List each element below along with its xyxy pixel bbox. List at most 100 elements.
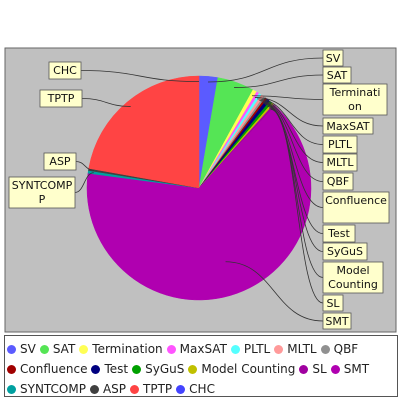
callout-label: CHC — [48, 61, 82, 80]
legend-swatch — [320, 345, 330, 354]
callout-box — [43, 152, 77, 171]
callout-box — [322, 191, 390, 224]
legend-item-sat: SAT — [39, 340, 76, 358]
legend-item-mltl: MLTL — [274, 340, 317, 358]
callout-text: SMT — [325, 315, 348, 328]
legend-label: Termination — [92, 342, 163, 356]
callout-label: SAT — [322, 66, 352, 84]
callout-box — [322, 261, 384, 294]
callout-box — [39, 89, 83, 108]
legend-row: SV SAT Termination MaxSAT PLTL MLTL QBF — [7, 338, 362, 356]
callout-leader-line — [81, 98, 131, 107]
legend-swatch — [166, 345, 176, 354]
legend-swatch — [39, 345, 49, 354]
callout-box — [322, 117, 374, 135]
legend-row: SYNTCOMP ASP TPTP CHC — [7, 378, 219, 396]
callout-text: CHC — [53, 64, 77, 77]
callout-text: PLTL — [328, 138, 353, 151]
callout-leader-lines — [74, 57, 324, 322]
legend-swatch — [188, 365, 198, 374]
callout-label: SMT — [322, 312, 352, 330]
legend-label: Confluence — [20, 362, 88, 376]
callout-text: SL — [326, 297, 340, 310]
callout-leader-line — [234, 74, 324, 88]
callout-box — [322, 224, 356, 243]
callout-label: QBF — [322, 172, 354, 191]
callout-leader-line — [75, 161, 95, 171]
legend-label: SV — [20, 342, 36, 356]
legend-label: QBF — [333, 342, 359, 356]
callout-box — [8, 176, 76, 209]
callout-text: QBF — [327, 175, 350, 188]
callout-text: SAT — [327, 69, 348, 82]
pie-slice-smt — [86, 105, 312, 301]
callout-leader-line — [259, 99, 324, 163]
callout-label: TPTP — [39, 89, 83, 108]
legend-swatch — [7, 345, 16, 354]
callout-label: Confluence — [322, 191, 390, 224]
legend-swatch — [89, 385, 99, 394]
callout-label: Termination — [322, 83, 388, 116]
legend-label: TPTP — [143, 382, 173, 396]
callout-box — [322, 172, 354, 191]
legend-label: SAT — [52, 342, 76, 356]
callout-box — [322, 83, 388, 116]
callout-box — [322, 312, 352, 330]
legend-label: SyGuS — [145, 362, 185, 376]
callout-text: Model — [336, 264, 369, 277]
legend-label: SL — [312, 362, 327, 376]
legend-item-maxsat: MaxSAT — [166, 340, 227, 358]
legend-item-model-counting: Model Counting — [188, 360, 295, 378]
callout-text: Confluence — [325, 194, 387, 207]
legend-label: PLTL — [243, 342, 271, 356]
legend-item-qbf: QBF — [320, 340, 359, 358]
legend-swatch — [91, 365, 101, 374]
pie-slice-tptp — [88, 75, 200, 189]
legend-swatch — [299, 365, 309, 374]
legend-item-tptp: TPTP — [130, 380, 172, 398]
callout-leader-line — [80, 70, 200, 82]
callout-text: ASP — [49, 155, 71, 168]
legend-label: SYNTCOMP — [20, 382, 86, 396]
callout-text: Test — [327, 227, 350, 240]
callout-leader-line — [254, 97, 324, 127]
callout-leader-line — [252, 95, 324, 100]
legend-swatch — [330, 365, 340, 374]
legend-label: MLTL — [287, 342, 317, 356]
callout-box — [322, 294, 344, 312]
pie-slices — [86, 75, 312, 301]
callout-label: ASP — [43, 152, 77, 171]
callout-text: Terminati — [329, 86, 381, 99]
callout-label: Test — [322, 224, 356, 243]
callout-leader-line — [257, 98, 324, 145]
callout-text: TPTP — [47, 92, 75, 105]
legend-label: Model Counting — [201, 362, 296, 376]
legend-swatch — [7, 385, 16, 394]
legend-swatch — [132, 365, 142, 374]
callout-box — [48, 61, 82, 80]
callout-text: Counting — [328, 278, 378, 291]
callout-leader-line — [270, 108, 324, 304]
callout-box — [322, 49, 344, 67]
callout-box — [322, 153, 358, 172]
legend-swatch — [176, 385, 186, 394]
legend-swatch — [79, 345, 89, 354]
callout-text: SyGuS — [327, 245, 363, 258]
legend-item-sv: SV — [7, 340, 36, 358]
callout-leader-line — [208, 57, 324, 83]
legend-item-sl: SL — [299, 360, 327, 378]
legend-label: CHC — [189, 382, 215, 396]
callout-box — [322, 135, 358, 154]
callout-leader-line — [261, 101, 324, 182]
callout-box — [322, 242, 368, 261]
callout-text: SYNTCOMP — [12, 179, 73, 192]
callout-text: on — [348, 100, 362, 113]
callout-leader-line — [74, 172, 94, 193]
legend-swatch — [230, 345, 240, 354]
callout-label: SV — [322, 49, 344, 67]
callout-text: MLTL — [327, 156, 355, 169]
callout-text: SV — [326, 52, 341, 65]
